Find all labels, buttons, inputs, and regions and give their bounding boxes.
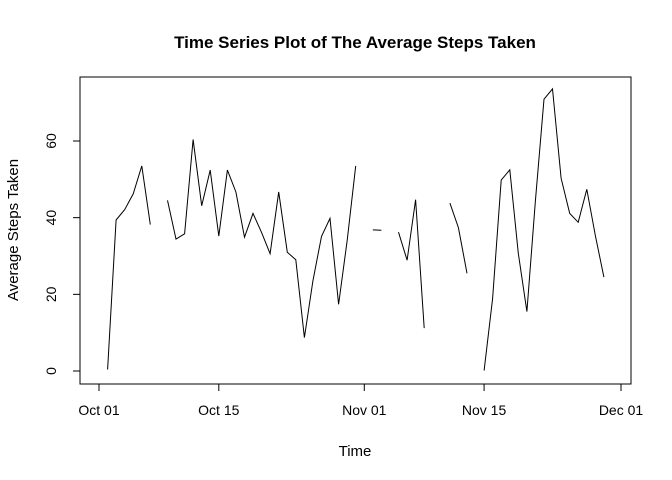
y-axis: 0 20 40 60 bbox=[43, 133, 81, 375]
x-axis-label: Time bbox=[339, 443, 372, 460]
series-line bbox=[107, 165, 151, 370]
x-tick-label: Nov 15 bbox=[462, 402, 507, 418]
x-axis: Oct 01 Oct 15 Nov 01 Nov 15 Dec 01 bbox=[78, 383, 644, 418]
series-line bbox=[483, 87, 605, 371]
x-tick-label: Oct 01 bbox=[78, 402, 119, 418]
x-tick-label: Oct 15 bbox=[198, 402, 239, 418]
chart-title: Time Series Plot of The Average Steps Ta… bbox=[174, 33, 536, 52]
x-tick-label: Dec 01 bbox=[599, 402, 644, 418]
series-line bbox=[449, 202, 468, 274]
plot-frame bbox=[79, 76, 632, 385]
y-tick-label: 60 bbox=[43, 133, 59, 149]
y-axis-label: Average Steps Taken bbox=[5, 159, 22, 301]
y-tick-label: 20 bbox=[43, 286, 59, 302]
x-tick-label: Nov 01 bbox=[342, 402, 387, 418]
series-line bbox=[398, 199, 425, 329]
series-layer bbox=[107, 87, 605, 371]
y-tick-label: 0 bbox=[43, 367, 59, 375]
y-tick-label: 40 bbox=[43, 210, 59, 226]
series-line bbox=[167, 139, 357, 338]
